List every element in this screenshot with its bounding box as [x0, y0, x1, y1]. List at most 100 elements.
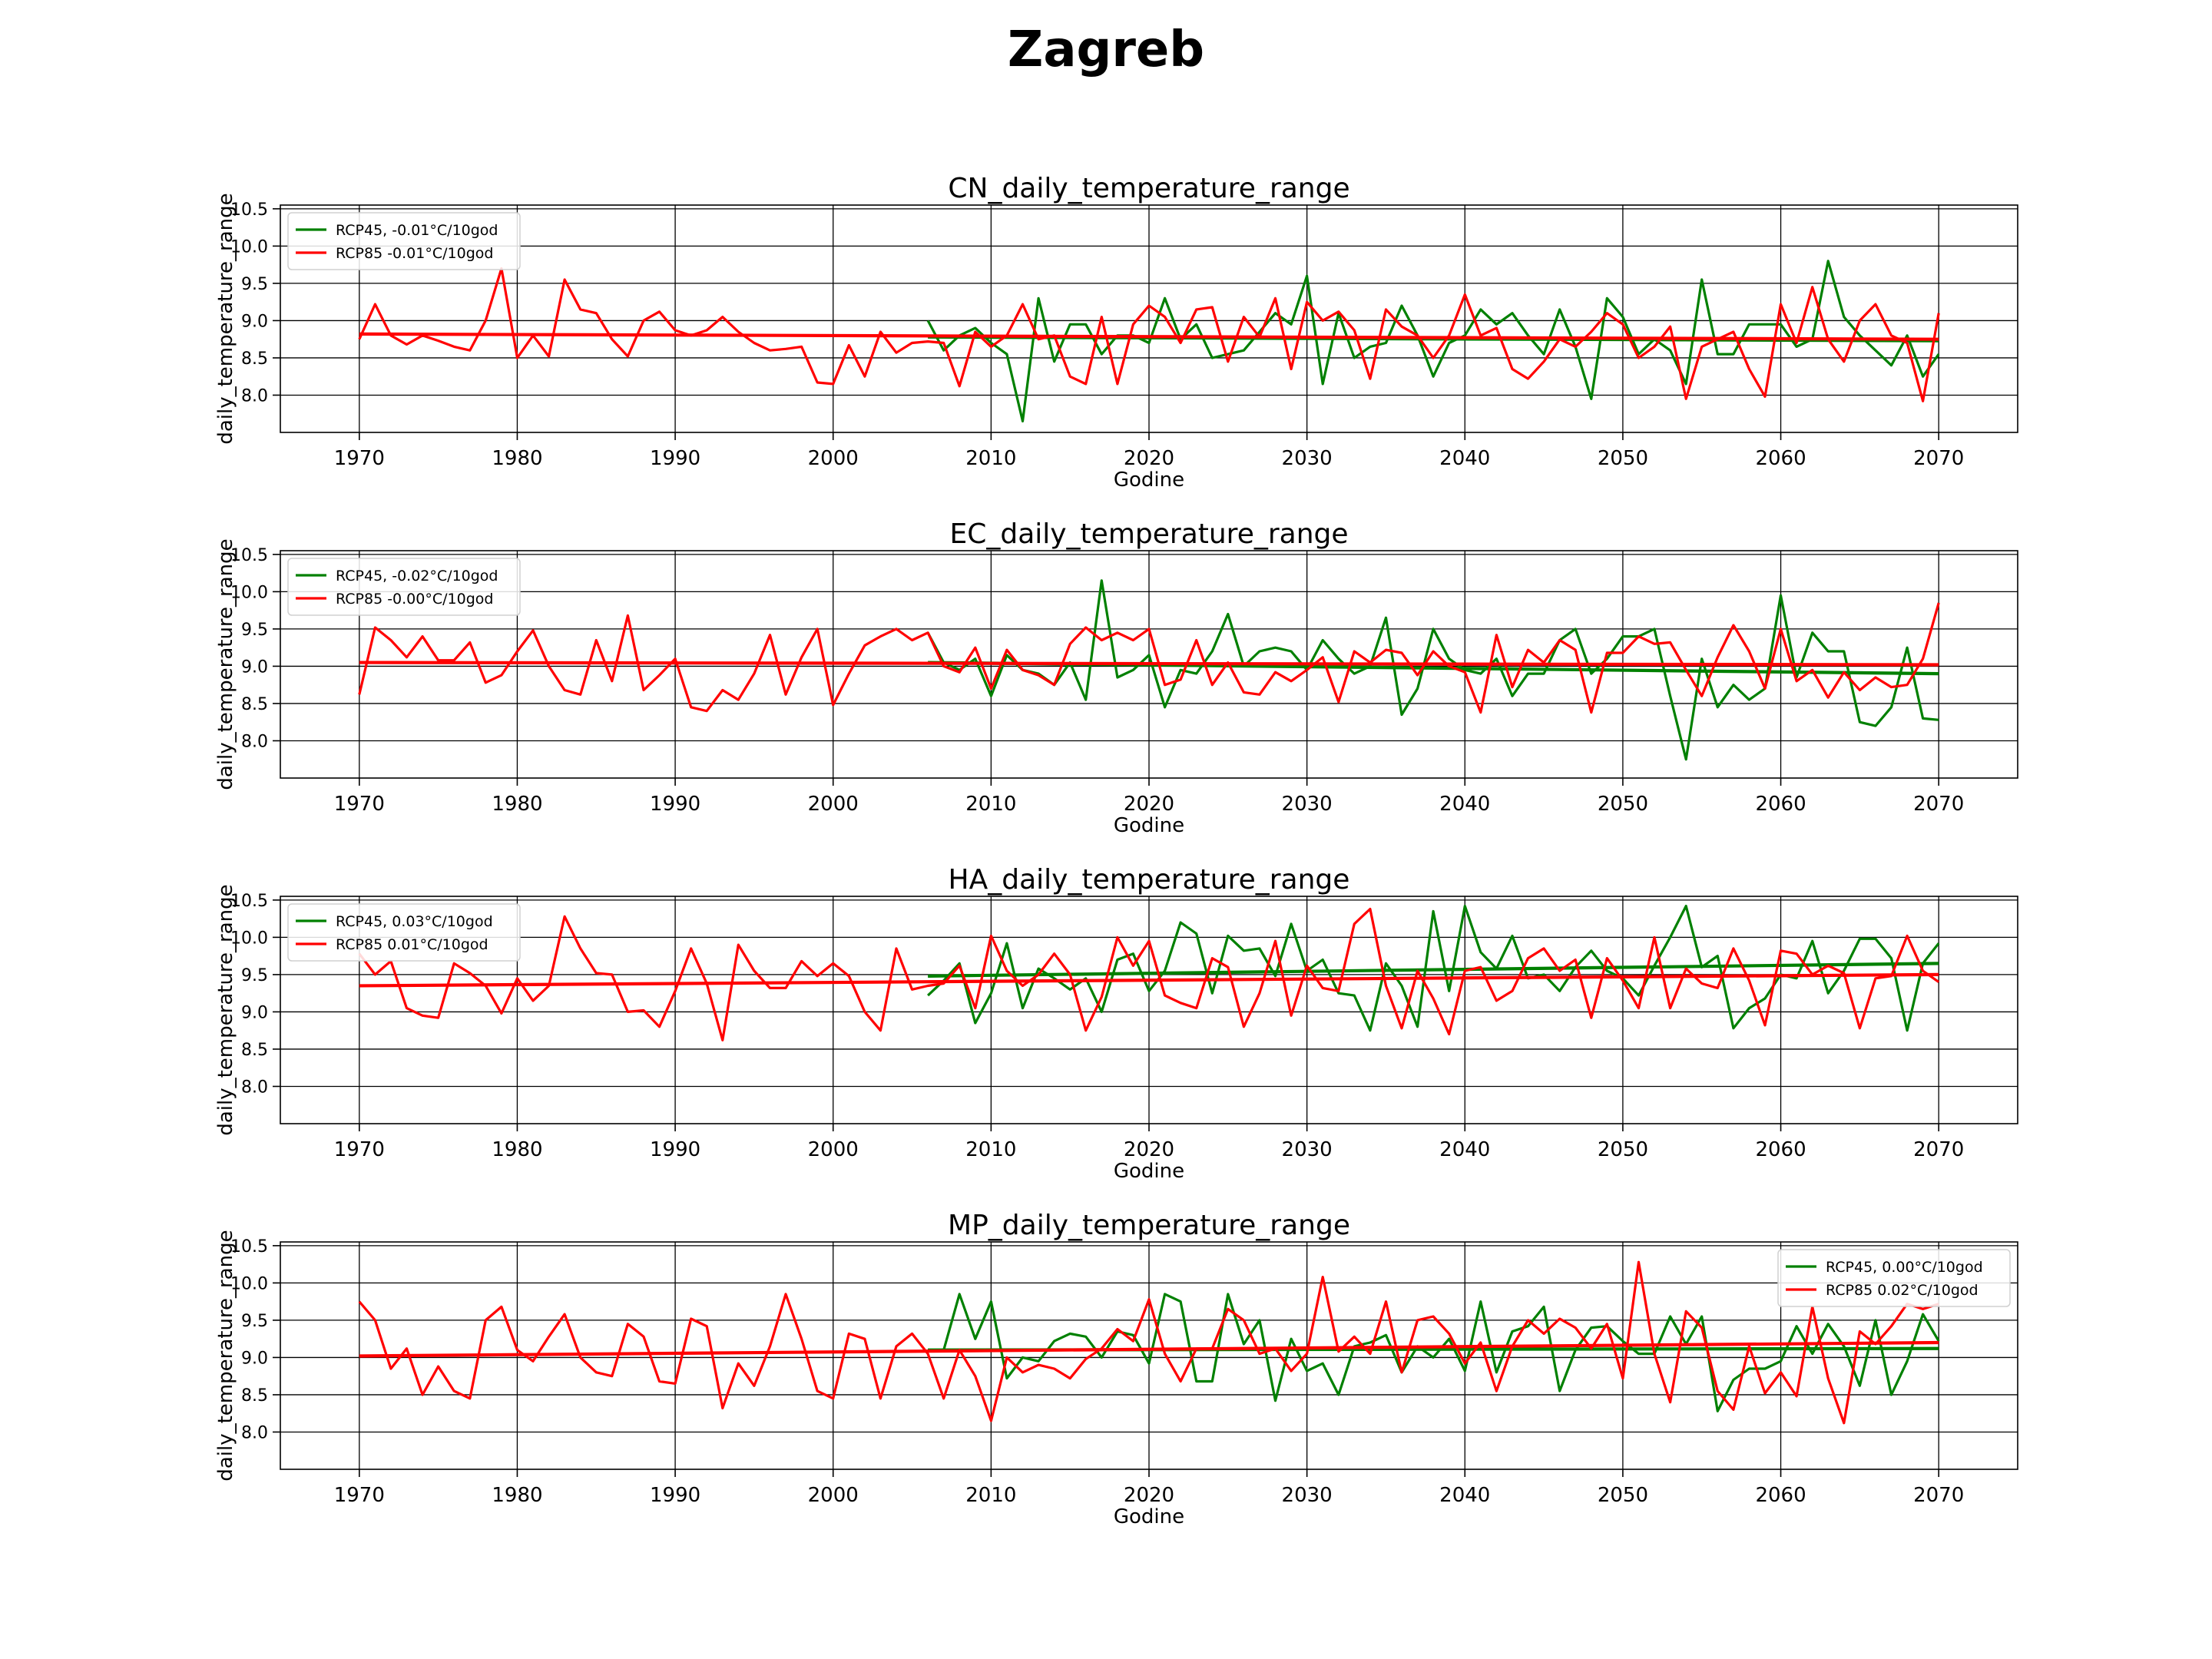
chart-panel-1: 1970 1980 1990 2000 2010 2020 2030 2040 2050 2060… — [214, 173, 2018, 492]
legend-label: RCP85 0.02°C/10god — [1826, 1282, 1979, 1299]
trend-line-rcp45 — [928, 962, 1939, 978]
panel-title: CN_daily_temperature_range — [948, 173, 1349, 204]
y-tick-label: 8.5 — [241, 349, 268, 369]
y-axis-label: daily_temperature_range — [214, 193, 237, 444]
x-tick-label: 2070 — [1913, 1138, 1964, 1161]
x-tick-label: 2040 — [1439, 1484, 1490, 1507]
panel-title: MP_daily_temperature_range — [948, 1210, 1350, 1241]
y-axis-label: daily_temperature_range — [214, 538, 237, 790]
x-tick-label: 1990 — [650, 1138, 700, 1161]
legend-label: RCP85 -0.01°C/10god — [336, 245, 493, 262]
x-tick-label: 2020 — [1124, 1138, 1174, 1161]
x-tick-label: 1980 — [492, 1138, 542, 1161]
x-tick-label: 1970 — [334, 1484, 385, 1507]
panel-title: HA_daily_temperature_range — [949, 864, 1350, 896]
x-tick-label: 1980 — [492, 1484, 542, 1507]
trend-line-rcp85 — [359, 332, 1939, 341]
trend-line-rcp85 — [359, 661, 1939, 667]
legend: RCP45, 0.03°C/10god RCP85 0.01°C/10god — [287, 903, 521, 962]
series-line-rcp85 — [358, 1260, 1939, 1425]
y-tick-label: 9.0 — [241, 1349, 268, 1368]
legend: RCP45, 0.00°C/10god RCP85 0.02°C/10god — [1777, 1249, 2011, 1307]
x-tick-label: 2060 — [1755, 1484, 1806, 1507]
x-tick-label: 2000 — [808, 1484, 859, 1507]
x-tick-label: 2050 — [1598, 1484, 1648, 1507]
x-tick-label: 2000 — [808, 447, 859, 470]
chart-panel-2: 1970 1980 1990 2000 2010 2020 2030 2040 2050 2060… — [214, 518, 2018, 837]
x-axis-label: Godine — [1114, 1505, 1184, 1528]
x-tick-label: 2060 — [1755, 1138, 1806, 1161]
legend-box — [287, 558, 521, 616]
x-tick-label: 2030 — [1282, 793, 1333, 816]
x-tick-label: 2020 — [1124, 447, 1174, 470]
x-tick-label: 2010 — [965, 447, 1016, 470]
panel-title: EC_daily_temperature_range — [949, 518, 1348, 550]
x-tick-label: 2070 — [1913, 447, 1964, 470]
x-tick-label: 1980 — [492, 793, 542, 816]
y-tick-label: 8.5 — [241, 695, 268, 714]
x-tick-label: 2010 — [965, 793, 1016, 816]
chart-panel-3: 1970 1980 1990 2000 2010 2020 2030 2040 2050 2060… — [214, 864, 2018, 1183]
x-tick-label: 2040 — [1439, 1138, 1490, 1161]
x-tick-label: 2030 — [1282, 1484, 1333, 1507]
x-tick-label: 2000 — [808, 793, 859, 816]
legend-label: RCP45, -0.02°C/10god — [336, 568, 498, 584]
series-line-rcp85 — [358, 602, 1940, 714]
x-tick-label: 2030 — [1282, 447, 1333, 470]
x-tick-label: 2020 — [1124, 793, 1174, 816]
x-tick-label: 2040 — [1439, 793, 1490, 816]
x-tick-label: 2060 — [1755, 793, 1806, 816]
y-tick-label: 10.0 — [230, 929, 268, 948]
trend-line-rcp85 — [359, 972, 1939, 988]
y-tick-label: 8.0 — [241, 1078, 268, 1097]
x-tick-label: 2050 — [1598, 1138, 1648, 1161]
y-tick-label: 8.5 — [241, 1041, 268, 1060]
legend-box — [287, 903, 521, 962]
series-line-rcp45 — [926, 579, 1939, 761]
x-tick-label: 1970 — [334, 447, 385, 470]
y-tick-label: 10.5 — [230, 200, 268, 220]
x-axis-label: Godine — [1114, 1160, 1184, 1183]
series-line-rcp45 — [927, 904, 1940, 1032]
y-tick-label: 8.0 — [241, 1423, 268, 1442]
x-tick-label: 2020 — [1124, 1484, 1174, 1507]
chart-panel-4: 1970 1980 1990 2000 2010 2020 2030 2040 2050 2060… — [214, 1210, 2018, 1528]
y-tick-label: 9.5 — [241, 966, 268, 985]
x-tick-label: 2000 — [808, 1138, 859, 1161]
x-tick-label: 2040 — [1439, 447, 1490, 470]
legend: RCP45, -0.02°C/10god RCP85 -0.00°C/10god — [287, 558, 521, 616]
x-tick-label: 2030 — [1282, 1138, 1333, 1161]
legend-label: RCP85 0.01°C/10god — [336, 936, 488, 953]
series-line-rcp85 — [358, 267, 1940, 402]
x-tick-label: 2070 — [1913, 793, 1964, 816]
x-tick-label: 2070 — [1913, 1484, 1964, 1507]
y-tick-label: 9.5 — [241, 1312, 268, 1331]
x-tick-label: 1990 — [650, 1484, 700, 1507]
x-tick-label: 1980 — [492, 447, 542, 470]
legend-label: RCP45, 0.00°C/10god — [1826, 1259, 1983, 1276]
x-axis-label: Godine — [1114, 814, 1184, 837]
legend-box — [287, 212, 521, 270]
series-line-rcp85 — [358, 907, 1940, 1041]
y-tick-label: 9.5 — [241, 621, 268, 640]
x-tick-label: 1970 — [334, 1138, 385, 1161]
y-tick-label: 9.5 — [241, 275, 268, 294]
trend-line-rcp85 — [359, 1340, 1939, 1358]
legend-label: RCP45, 0.03°C/10god — [336, 913, 493, 930]
figure-title: Zagreb — [1007, 22, 1205, 78]
x-tick-label: 2010 — [965, 1138, 1016, 1161]
x-tick-label: 1970 — [334, 793, 385, 816]
legend-label: RCP85 -0.00°C/10god — [336, 591, 493, 608]
y-axis-label: daily_temperature_range — [214, 884, 237, 1135]
y-tick-label: 8.0 — [241, 386, 268, 406]
x-axis-label: Godine — [1114, 469, 1184, 492]
y-tick-label: 10.0 — [230, 583, 268, 602]
legend-label: RCP45, -0.01°C/10god — [336, 222, 498, 239]
y-tick-label: 8.0 — [241, 732, 268, 751]
x-tick-label: 1990 — [650, 447, 700, 470]
x-tick-label: 2050 — [1598, 793, 1648, 816]
y-tick-label: 10.0 — [230, 237, 268, 257]
y-tick-label: 9.0 — [241, 1003, 268, 1022]
legend-box — [1777, 1249, 2011, 1307]
